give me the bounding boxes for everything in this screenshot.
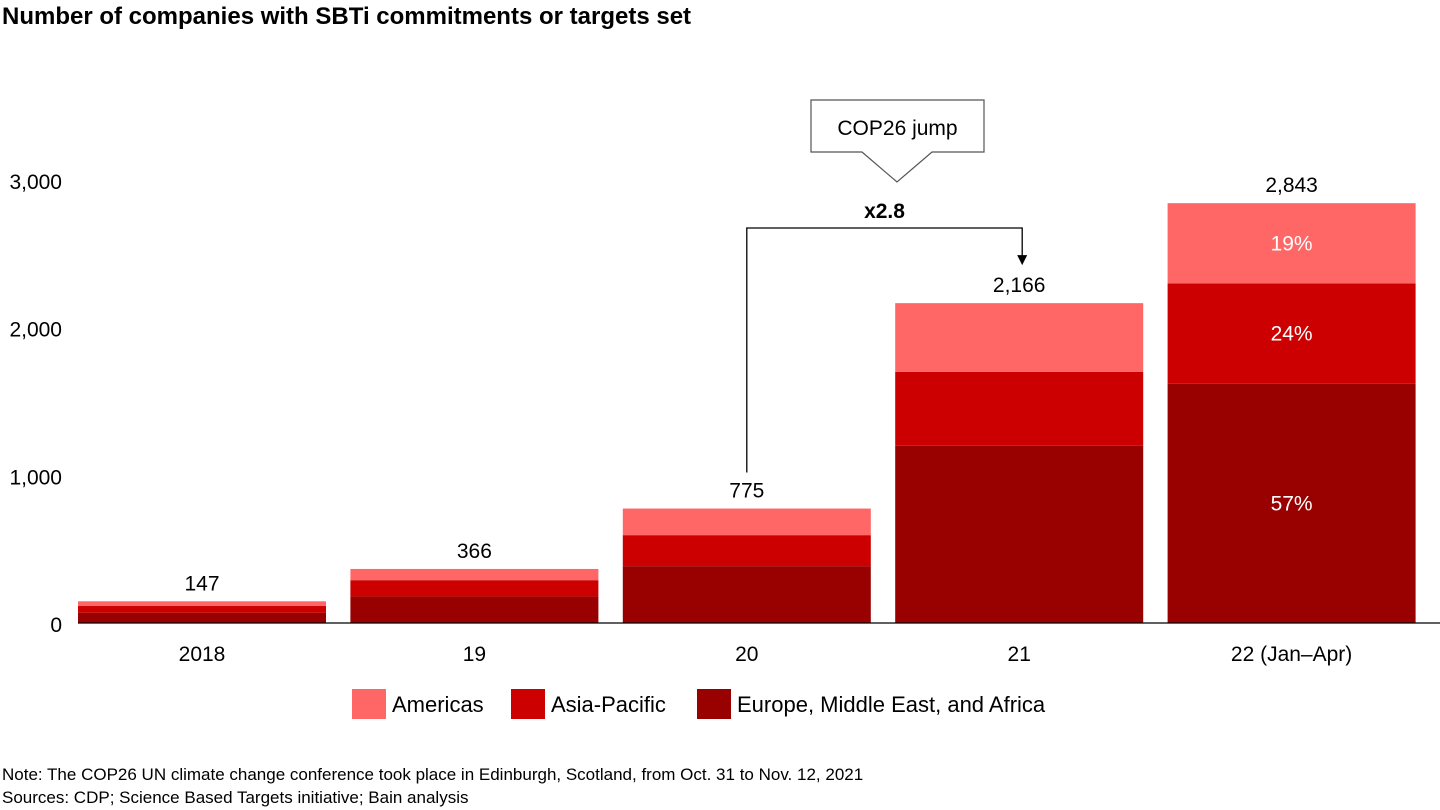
bar-segment xyxy=(895,445,1144,623)
callout-box xyxy=(810,99,985,183)
bar-segment xyxy=(350,568,599,581)
bar-segment xyxy=(350,580,599,597)
legend-swatch-americas xyxy=(352,689,386,719)
bar-segment xyxy=(895,303,1144,372)
jump-arrowhead xyxy=(1017,255,1028,266)
jump-connector-line xyxy=(746,227,1023,473)
bar-segment xyxy=(350,596,599,623)
legend-label-emea: Europe, Middle East, and Africa xyxy=(737,692,1046,717)
bar-total-label: 366 xyxy=(457,540,492,563)
bar-segment xyxy=(622,508,871,536)
legend-swatch-emea xyxy=(697,689,731,719)
bar-segment xyxy=(1167,283,1416,384)
bar-total-label: 2,843 xyxy=(1265,174,1318,197)
legend-label-americas: Americas xyxy=(392,692,484,717)
bar-total-label: 2,166 xyxy=(993,274,1046,297)
bar-segment xyxy=(1167,383,1416,623)
bar-segment xyxy=(622,566,871,623)
y-tick-label: 3,000 xyxy=(9,171,62,194)
y-tick-label: 1,000 xyxy=(9,466,62,489)
cop26-annotation: COP26 jump x2.8 xyxy=(746,99,1028,473)
bar-total-label: 147 xyxy=(184,572,219,595)
legend-label-asia-pacific: Asia-Pacific xyxy=(551,692,666,717)
bar-segment xyxy=(895,371,1144,446)
bar-segment xyxy=(78,601,326,607)
bar-segment xyxy=(622,535,871,567)
x-axis-ticks: 2018 19 20 21 22 (Jan–Apr) xyxy=(179,643,1353,666)
x-tick-label: 19 xyxy=(463,643,486,666)
total-labels: 147 366 775 2,166 2,843 xyxy=(184,174,1317,595)
callout-label: COP26 jump xyxy=(837,117,957,140)
legend-swatch-asia-pacific xyxy=(511,689,545,719)
bar-segment xyxy=(1167,203,1416,284)
segment-share-label: 24% xyxy=(1271,323,1313,346)
y-tick-label: 0 xyxy=(50,614,62,637)
bar-segment xyxy=(78,612,326,623)
segment-share-labels: 57% 24% 19% xyxy=(1271,232,1313,515)
chart-title: Number of companies with SBTi commitment… xyxy=(2,3,691,30)
bar-stack-group xyxy=(78,203,1416,623)
segment-share-label: 19% xyxy=(1271,232,1313,255)
multiplier-label: x2.8 xyxy=(864,200,905,223)
x-tick-label: 21 xyxy=(1008,643,1031,666)
x-tick-label: 20 xyxy=(735,643,758,666)
footnote-note: Note: The COP26 UN climate change confer… xyxy=(2,765,863,784)
footnote-sources: Sources: CDP; Science Based Targets init… xyxy=(2,788,468,807)
x-tick-label: 22 (Jan–Apr) xyxy=(1231,643,1352,666)
bar-segment xyxy=(78,606,326,613)
segment-share-label: 57% xyxy=(1271,492,1313,515)
x-tick-label: 2018 xyxy=(179,643,226,666)
legend: Americas Asia-Pacific Europe, Middle Eas… xyxy=(352,689,1046,719)
bar-total-label: 775 xyxy=(729,480,764,503)
y-tick-label: 2,000 xyxy=(9,319,62,342)
y-axis-ticks: 0 1,000 2,000 3,000 xyxy=(9,171,62,637)
